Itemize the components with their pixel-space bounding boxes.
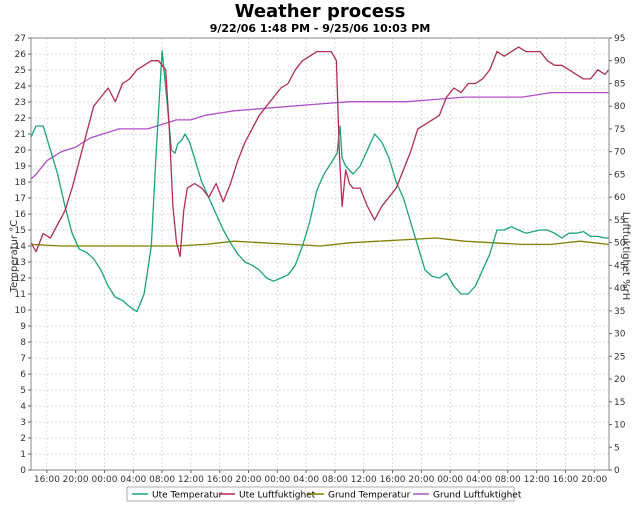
right-tick-label: 30 [614,330,626,340]
right-tick-label: 70 [614,148,626,158]
right-tick-label: 5 [614,443,620,453]
x-tick-label: 20:00 [581,475,607,485]
left-tick-label: 15 [15,226,26,236]
right-tick-label: 95 [614,34,625,44]
right-tick-label: 40 [614,284,626,294]
x-tick-label: 04:00 [120,475,146,485]
x-tick-label: 08:00 [495,475,521,485]
legend-label: Grund Temperatur [328,491,411,501]
grid-lines [31,37,609,471]
legend-label: Ute Temperatur [152,491,222,501]
x-tick-label: 08:00 [149,475,175,485]
right-axis-ticks: 0 5 10 15 20 25 30 35 40 45 50 55 60 65 70 75 80 85 90 95 [609,34,626,476]
x-tick-label: 20:00 [236,475,262,485]
left-tick-label: 4 [20,402,26,412]
left-tick-label: 8 [20,338,26,348]
x-tick-label: 00:00 [437,475,463,485]
left-tick-label: 24 [15,82,27,92]
left-tick-label: 5 [20,386,26,396]
right-tick-label: 50 [614,239,626,249]
right-axis-label: Luftfuktighet %rH [620,212,631,300]
left-tick-label: 14 [15,242,27,252]
legend-label: Grund Luftfuktighet [433,491,522,501]
right-tick-label: 90 [614,57,626,67]
right-tick-label: 35 [614,307,625,317]
x-tick-label: 08:00 [322,475,348,485]
right-tick-label: 55 [614,216,625,226]
left-tick-label: 26 [15,50,27,60]
left-tick-label: 7 [20,354,26,364]
left-tick-label: 11 [15,290,26,300]
left-tick-label: 21 [15,130,26,140]
x-tick-label: 12:00 [351,475,377,485]
left-tick-label: 9 [20,322,26,332]
x-tick-label: 00:00 [264,475,290,485]
series-line-grund-temperatur [30,237,609,247]
right-tick-label: 20 [614,375,626,385]
left-tick-label: 0 [20,466,26,476]
x-tick-label: 04:00 [466,475,492,485]
x-tick-label: 20:00 [63,475,89,485]
left-tick-label: 16 [15,210,27,220]
left-tick-label: 27 [15,34,26,44]
right-tick-label: 0 [614,466,620,476]
x-tick-label: 12:00 [178,475,204,485]
chart-subtitle: 9/22/06 1:48 PM - 9/25/06 10:03 PM [210,22,431,35]
right-tick-label: 15 [614,398,625,408]
x-tick-label: 04:00 [293,475,319,485]
right-tick-label: 65 [614,170,625,180]
x-tick-label: 16:00 [552,475,578,485]
left-axis-ticks: 0123456789101112131415161718192021222324… [15,34,31,476]
x-tick-label: 16:00 [380,475,406,485]
x-tick-label: 00:00 [91,475,117,485]
left-tick-label: 20 [15,146,27,156]
left-axis-label: Temperatur °C [9,220,20,294]
series-lines [30,46,610,313]
left-tick-label: 19 [15,162,27,172]
series-line-ute-luftfuktighet [30,46,610,257]
left-tick-label: 12 [15,274,26,284]
right-tick-label: 45 [614,261,625,271]
left-tick-label: 3 [20,418,26,428]
x-axis-ticks: 16:00 20:00 00:00 04:00 08:00 12:00 16:00 20:00… [34,470,607,485]
right-tick-label: 10 [614,421,626,431]
series-line-ute-temperatur [30,50,609,313]
left-tick-label: 10 [15,306,27,316]
left-tick-label: 22 [15,114,26,124]
right-tick-label: 25 [614,352,625,362]
right-tick-label: 80 [614,102,626,112]
x-tick-label: 12:00 [524,475,550,485]
left-tick-label: 18 [15,178,27,188]
plot-area [31,38,609,470]
left-tick-label: 13 [15,258,26,268]
left-tick-label: 23 [15,98,26,108]
left-tick-label: 6 [20,370,26,380]
x-tick-label: 20:00 [408,475,434,485]
chart-legend: Ute Temperatur Ute Luftfuktighet Grund Tem… [126,486,522,502]
x-tick-label: 16:00 [207,475,233,485]
right-tick-label: 60 [614,193,626,203]
right-tick-label: 75 [614,125,625,135]
right-tick-label: 85 [614,79,625,89]
legend-label: Ute Luftfuktighet [239,491,316,501]
series-line-grund-luftfuktighet [30,91,609,180]
x-tick-label: 16:00 [34,475,60,485]
left-tick-label: 2 [20,434,26,444]
left-tick-label: 17 [15,194,26,204]
chart-title: Weather process [235,1,406,22]
left-tick-label: 1 [20,450,26,460]
plot-frame [30,37,610,471]
left-tick-label: 25 [15,66,26,76]
